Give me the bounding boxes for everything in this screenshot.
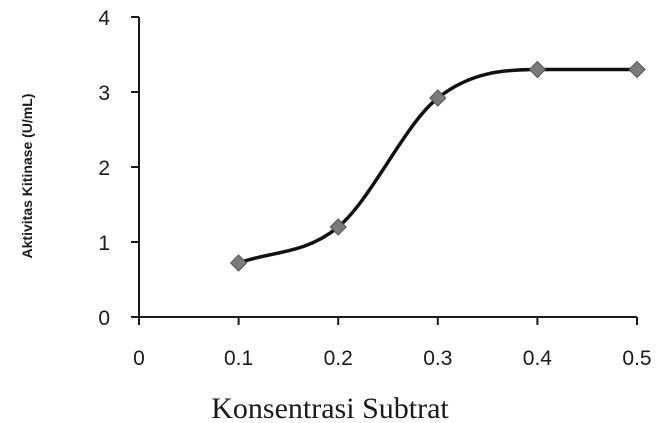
y-tick-label: 0 xyxy=(98,307,110,330)
data-point-marker xyxy=(229,254,248,272)
y-tick-label: 1 xyxy=(98,232,110,255)
x-tick-label: 0.5 xyxy=(622,347,651,370)
data-point-marker xyxy=(628,60,646,79)
x-tick-label: 0.4 xyxy=(523,347,553,370)
x-tick-label: 0 xyxy=(133,347,145,370)
x-axis-label: Konsentrasi Subtrat xyxy=(211,392,449,423)
data-point-marker xyxy=(429,89,447,107)
y-ticks: 0 1 2 3 4 xyxy=(98,7,139,330)
y-tick-label: 4 xyxy=(98,7,110,30)
series-markers xyxy=(229,60,646,272)
plot-area: 0 0.1 0.2 0.3 0.4 0.5 0 1 2 3 4 xyxy=(98,7,651,370)
y-tick-label: 2 xyxy=(98,157,110,180)
data-point-marker xyxy=(528,60,547,79)
x-tick-label: 0.3 xyxy=(423,347,452,370)
x-tick-label: 0.2 xyxy=(324,347,353,370)
x-ticks: 0 0.1 0.2 0.3 0.4 0.5 xyxy=(133,317,652,370)
data-point-marker xyxy=(329,218,347,236)
y-tick-label: 3 xyxy=(98,82,110,105)
y-axis-label: Aktivitas Kitinase (U/mL) xyxy=(19,94,35,259)
x-tick-label: 0.1 xyxy=(224,347,253,370)
